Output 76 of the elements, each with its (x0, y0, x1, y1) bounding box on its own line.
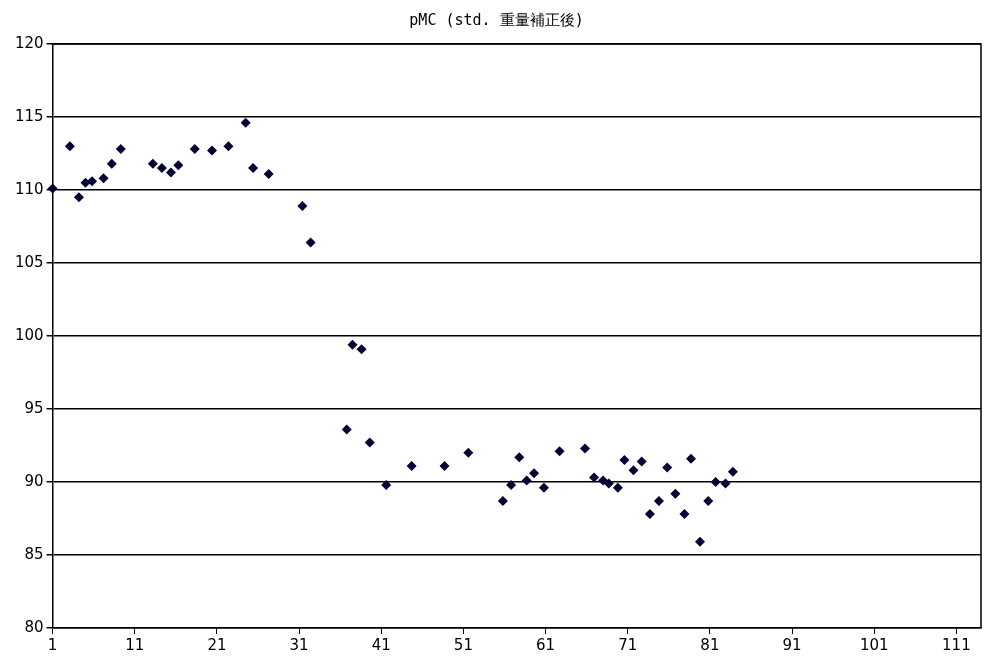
y-tick-label: 95 (24, 398, 44, 417)
point (589, 472, 600, 483)
point (679, 509, 690, 520)
x-tick-label: 31 (289, 635, 309, 654)
point (73, 192, 84, 203)
point (297, 201, 308, 212)
point (156, 163, 167, 174)
y-tick-label: 110 (14, 179, 44, 198)
point (439, 460, 450, 471)
chart-title: pMC (std. 重量補正後) (409, 10, 584, 29)
y-tick-label: 90 (24, 471, 44, 490)
point (406, 460, 417, 471)
point (603, 478, 614, 489)
point (223, 141, 234, 152)
y-tick-label: 85 (24, 544, 44, 563)
x-tick-label: 91 (782, 635, 802, 654)
y-tick-label: 120 (14, 33, 44, 52)
point (263, 168, 274, 179)
point (240, 117, 251, 128)
point (720, 478, 731, 489)
point (506, 479, 517, 490)
point (636, 456, 647, 467)
y-tick-label: 105 (14, 252, 44, 271)
point (644, 509, 655, 520)
point (580, 443, 591, 454)
point (685, 453, 696, 464)
x-tick-label: 71 (618, 635, 638, 654)
point (598, 475, 609, 486)
point (47, 183, 58, 194)
point (106, 158, 117, 169)
point (670, 488, 681, 499)
point (662, 462, 673, 473)
point (248, 163, 259, 174)
x-tick-label: 51 (453, 635, 473, 654)
point (727, 466, 738, 477)
x-tick-label: 41 (371, 635, 391, 654)
point (628, 465, 639, 476)
point (703, 495, 714, 506)
point (612, 482, 623, 493)
point (165, 167, 176, 178)
point (356, 344, 367, 355)
point (341, 424, 352, 435)
x-tick-label: 101 (859, 635, 889, 654)
point (710, 477, 721, 487)
y-tick-label: 80 (24, 617, 44, 636)
point (80, 177, 91, 188)
x-tick-label: 21 (207, 635, 227, 654)
point (189, 144, 200, 155)
point (554, 446, 565, 457)
x-tick-label: 1 (47, 635, 58, 654)
x-tick-label: 61 (536, 635, 556, 654)
point (305, 237, 316, 248)
point (381, 479, 392, 490)
point (497, 495, 508, 506)
point (347, 339, 358, 350)
point (653, 495, 664, 506)
point (521, 475, 532, 486)
point (87, 176, 98, 187)
x-tick-label: 11 (125, 635, 145, 654)
point (147, 158, 158, 169)
point (98, 173, 109, 184)
point (64, 141, 75, 152)
point (538, 482, 549, 493)
point (619, 455, 630, 466)
point (514, 452, 525, 463)
point (173, 160, 184, 171)
y-tick-label: 100 (14, 325, 44, 344)
point (115, 144, 126, 155)
point (695, 536, 706, 547)
x-tick-label: 111 (942, 635, 971, 654)
point (207, 145, 218, 156)
point (364, 437, 375, 448)
y-tick-label: 115 (14, 106, 44, 125)
x-tick-label: 81 (700, 635, 720, 654)
point (463, 447, 474, 458)
point (529, 468, 540, 479)
